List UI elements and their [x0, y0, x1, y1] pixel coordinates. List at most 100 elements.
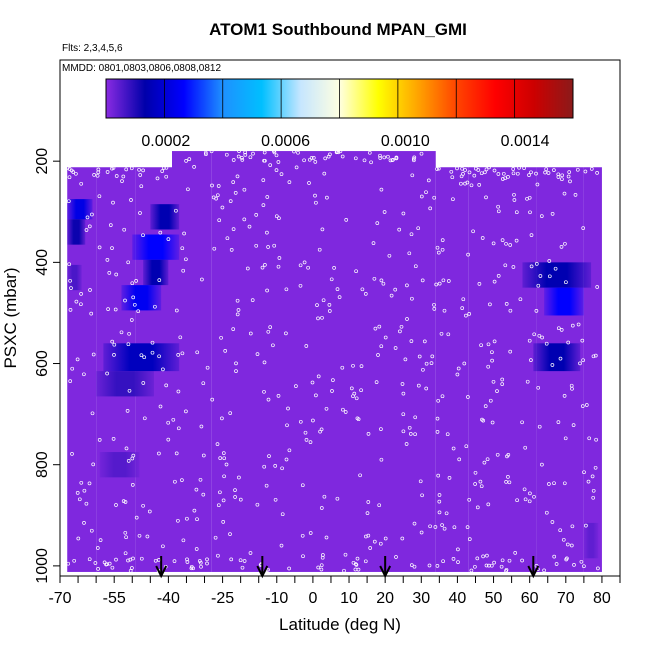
observation-point	[407, 251, 412, 256]
observation-point	[400, 382, 405, 386]
observation-point	[121, 174, 126, 179]
observation-point	[456, 560, 460, 564]
observation-point	[228, 411, 233, 415]
observation-point	[522, 166, 526, 170]
observation-point	[372, 539, 377, 544]
observation-point	[508, 308, 513, 313]
observation-point	[248, 155, 253, 160]
observation-point	[311, 418, 315, 423]
observation-point	[236, 308, 241, 312]
observation-point	[413, 415, 418, 420]
observation-point	[536, 283, 541, 288]
observation-point	[578, 361, 582, 366]
observation-point	[488, 302, 492, 307]
observation-point	[546, 171, 551, 175]
observation-point	[435, 564, 440, 568]
observation-point	[515, 498, 519, 503]
x-tick-label: 0	[308, 590, 317, 607]
observation-point	[234, 369, 238, 373]
observation-point	[314, 393, 318, 398]
observation-point	[558, 356, 563, 361]
observation-point	[544, 341, 549, 346]
observation-point	[368, 546, 373, 550]
observation-point	[591, 354, 596, 359]
observation-point	[522, 487, 527, 492]
coverage-block	[583, 167, 602, 572]
observation-point	[547, 482, 551, 486]
observation-point	[437, 281, 442, 286]
y-tick-label: 1000	[34, 548, 51, 584]
observation-point	[242, 217, 247, 222]
observation-point	[129, 318, 134, 322]
observation-point	[205, 557, 209, 562]
observation-point	[280, 466, 284, 471]
observation-point	[162, 166, 166, 170]
observation-point	[547, 259, 552, 263]
observation-point	[324, 535, 329, 540]
observation-point	[383, 335, 388, 340]
observation-point	[255, 502, 260, 507]
observation-point	[158, 230, 163, 235]
observation-point	[486, 364, 491, 369]
x-axis-label: Latitude (deg N)	[279, 615, 401, 634]
observation-point	[374, 380, 379, 384]
observation-point	[489, 563, 494, 568]
observation-point	[412, 521, 417, 526]
observation-point	[300, 533, 305, 538]
observation-point	[233, 191, 238, 195]
observation-point	[292, 149, 296, 154]
observation-point	[313, 160, 318, 164]
observation-point	[171, 417, 176, 422]
heatmap-cell	[67, 264, 82, 291]
observation-point	[142, 355, 147, 360]
observation-point	[176, 389, 181, 394]
observation-point	[240, 156, 244, 160]
observation-point	[95, 546, 100, 550]
observation-point	[411, 156, 416, 161]
observation-point	[66, 561, 71, 566]
observation-point	[97, 438, 102, 442]
observation-point	[528, 210, 532, 215]
observation-point	[223, 349, 228, 353]
x-tick-label: 50	[485, 590, 503, 607]
observation-point	[105, 258, 110, 262]
observation-point	[343, 410, 348, 414]
observation-point	[201, 453, 206, 458]
observation-point	[416, 226, 421, 231]
observation-point	[150, 340, 155, 345]
x-tick-label: -70	[48, 590, 71, 607]
observation-point	[111, 166, 116, 170]
heatmap-cell	[132, 234, 180, 260]
observation-point	[224, 462, 229, 467]
observation-point	[110, 565, 115, 570]
observation-point	[266, 329, 271, 334]
observation-point	[476, 168, 481, 172]
observation-point	[500, 558, 505, 563]
observation-point	[276, 394, 281, 398]
observation-point	[523, 497, 528, 502]
observation-point	[284, 331, 288, 336]
observation-point	[320, 227, 325, 232]
observation-point	[465, 525, 470, 529]
observation-point	[298, 419, 303, 424]
observation-point	[250, 298, 255, 302]
observation-point	[534, 262, 539, 266]
observation-point	[568, 179, 572, 184]
observation-point	[512, 192, 516, 197]
observation-point	[276, 264, 281, 269]
observation-point	[323, 156, 328, 161]
x-tick-label: 80	[593, 590, 611, 607]
observation-point	[401, 412, 406, 417]
observation-point	[186, 187, 190, 192]
observation-point	[329, 277, 334, 282]
observation-point	[123, 530, 128, 535]
observation-point	[397, 227, 402, 232]
observation-point	[466, 395, 470, 399]
observation-point	[273, 497, 278, 502]
observation-point	[93, 561, 98, 565]
observation-point	[176, 353, 181, 357]
observation-point	[434, 282, 439, 287]
observation-point	[336, 150, 341, 155]
observation-point	[477, 183, 482, 187]
observation-point	[229, 248, 234, 252]
